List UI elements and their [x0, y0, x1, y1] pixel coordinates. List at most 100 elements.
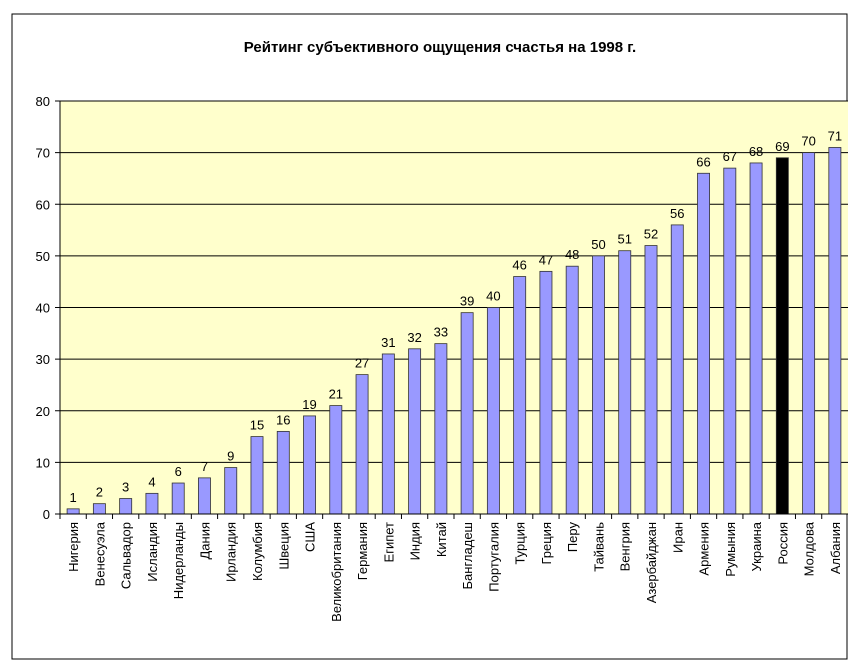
data-label: 68 — [749, 144, 763, 159]
bar — [198, 477, 211, 515]
data-label: 50 — [591, 237, 605, 252]
bar — [276, 430, 290, 515]
x-tick-label: Великобритания — [329, 522, 344, 622]
bar — [802, 152, 816, 515]
x-tick-label: Египет — [381, 522, 396, 563]
x-tick-label: Нигерия — [66, 522, 81, 572]
bar — [697, 172, 710, 515]
bar — [119, 498, 133, 515]
x-tick-label: Молдова — [802, 521, 817, 576]
y-tick-label: 70 — [36, 146, 50, 161]
data-label: 6 — [175, 464, 182, 479]
x-tick-label: Нидерланды — [171, 522, 186, 599]
bar — [224, 467, 238, 515]
data-label: 40 — [486, 289, 500, 304]
data-label: 16 — [276, 412, 290, 427]
bar — [618, 250, 632, 515]
data-label: 46 — [512, 258, 526, 273]
y-tick-label: 10 — [36, 455, 50, 470]
bar — [539, 270, 553, 515]
bar — [565, 265, 579, 515]
bar — [408, 348, 422, 515]
x-tick-label: Албания — [828, 522, 843, 574]
x-tick-label: Армения — [697, 522, 712, 576]
data-label: 67 — [723, 149, 737, 164]
bar — [592, 255, 605, 515]
bar — [171, 482, 185, 515]
data-label: 66 — [696, 154, 710, 169]
x-tick-label: Исландия — [145, 522, 160, 582]
data-label: 31 — [381, 335, 395, 350]
data-label: 33 — [434, 325, 448, 340]
bar — [460, 312, 474, 515]
x-tick-label: Португалия — [486, 522, 501, 592]
data-label: 7 — [201, 459, 208, 474]
data-label: 70 — [801, 134, 815, 149]
bar — [92, 503, 106, 515]
x-tick-label: Германия — [355, 522, 370, 580]
data-label: 2 — [96, 485, 103, 500]
x-tick-label: Греция — [539, 522, 554, 565]
data-label: 48 — [565, 247, 579, 262]
data-label: 4 — [148, 474, 155, 489]
bar — [828, 147, 842, 515]
x-tick-label: Китай — [434, 522, 449, 557]
y-tick-label: 20 — [36, 404, 50, 419]
data-label: 21 — [329, 387, 343, 402]
x-tick-label: Сальвадор — [119, 522, 134, 589]
bar — [355, 374, 369, 515]
bar — [329, 405, 343, 515]
x-tick-label: Румыния — [723, 522, 738, 577]
data-label: 51 — [617, 232, 631, 247]
data-label: 52 — [644, 227, 658, 242]
bar — [486, 307, 500, 515]
bar — [749, 162, 763, 515]
x-tick-label: Тайвань — [591, 522, 606, 572]
x-tick-label: Россия — [775, 522, 790, 565]
x-tick-label: Бангладеш — [460, 522, 475, 589]
x-tick-label: Индия — [408, 522, 423, 560]
data-label: 71 — [828, 128, 842, 143]
data-label: 1 — [70, 490, 77, 505]
bar — [66, 508, 80, 515]
x-tick-label: Иран — [670, 522, 685, 553]
data-label: 56 — [670, 206, 684, 221]
x-tick-label: Перу — [565, 522, 580, 553]
bar — [145, 492, 159, 515]
x-tick-label: Украина — [749, 521, 764, 571]
data-label: 47 — [539, 252, 553, 267]
chart-title: Рейтинг субъективного ощущения счастья н… — [244, 39, 636, 56]
data-label: 3 — [122, 480, 129, 495]
bar — [303, 415, 316, 515]
x-tick-label: Колумбия — [250, 522, 265, 581]
bar — [670, 224, 684, 515]
bar — [723, 167, 737, 515]
x-tick-label: Азербайджан — [644, 522, 659, 603]
data-label: 27 — [355, 356, 369, 371]
y-tick-label: 60 — [36, 197, 50, 212]
data-label: 39 — [460, 294, 474, 309]
y-tick-label: 30 — [36, 352, 50, 367]
data-label: 69 — [775, 139, 789, 154]
data-label: 15 — [250, 418, 264, 433]
data-label: 19 — [302, 397, 316, 412]
bar — [250, 436, 264, 515]
x-tick-label: Венесуэла — [92, 521, 107, 586]
x-tick-label: Ирландия — [224, 522, 239, 582]
bar — [513, 276, 527, 515]
bar — [775, 157, 789, 515]
x-tick-label: Турция — [513, 522, 528, 565]
y-tick-label: 50 — [36, 249, 50, 264]
y-tick-label: 80 — [36, 94, 50, 109]
y-tick-label: 40 — [36, 301, 50, 316]
data-label: 32 — [407, 330, 421, 345]
bar — [381, 353, 395, 515]
data-label: 9 — [227, 449, 234, 464]
x-tick-label: Швеция — [276, 522, 291, 570]
x-tick-label: Дания — [197, 522, 212, 560]
x-tick-label: Венгрия — [618, 522, 633, 571]
y-tick-label: 0 — [43, 507, 50, 522]
x-tick-label: США — [303, 522, 318, 552]
bar — [644, 245, 658, 515]
